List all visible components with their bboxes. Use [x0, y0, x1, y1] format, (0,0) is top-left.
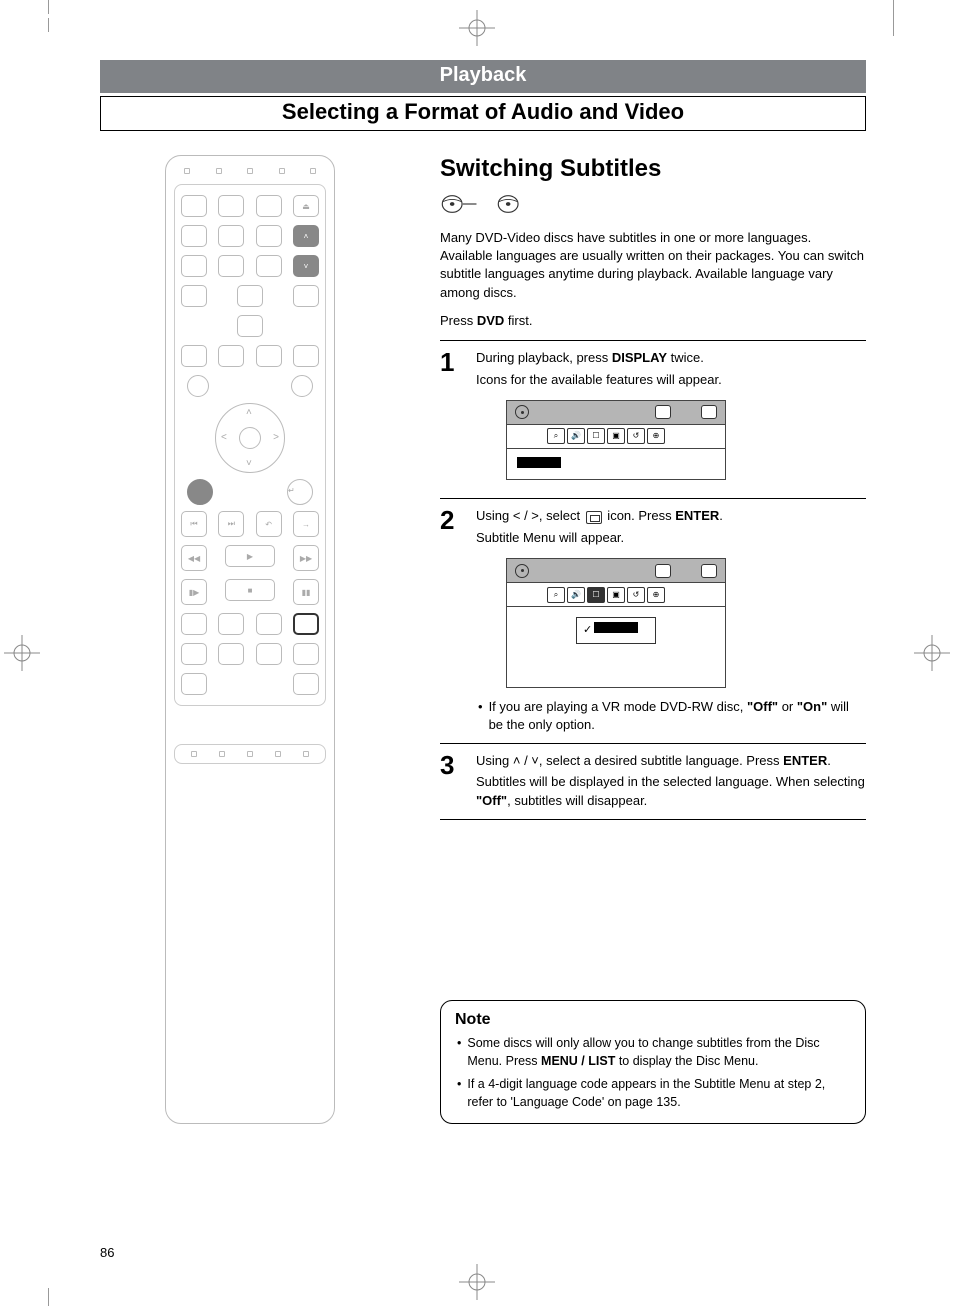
highlighted-button — [293, 613, 319, 635]
remote-diagram: ⏏ ˄ ˅ ˄˅˂˃ — [165, 155, 335, 1124]
intro-text: Many DVD-Video discs have subtitles in o… — [440, 229, 866, 302]
note-heading: Note — [455, 1011, 851, 1029]
registration-mark — [4, 635, 40, 671]
osd-display-2: ⌕🔊☐▣↺⊕ ✓ — [506, 558, 726, 688]
manual-page: Playback Selecting a Format of Audio and… — [0, 0, 954, 1306]
step-1: 1 During playback, press DISPLAY twice. … — [440, 349, 866, 491]
crop-mark — [893, 0, 894, 36]
crop-mark — [48, 1288, 49, 1306]
crop-mark — [48, 18, 62, 32]
press-first: Press DVD first. — [440, 312, 866, 330]
content-title: Switching Subtitles — [440, 155, 866, 183]
registration-mark — [914, 635, 950, 671]
disc-type-icons — [440, 193, 866, 215]
subsection-header: Selecting a Format of Audio and Video — [100, 96, 866, 131]
step-2: 2 Using ˂ / ˃, select icon. Press ENTER.… — [440, 507, 866, 734]
subtitle-icon — [586, 511, 602, 524]
registration-mark — [459, 1264, 495, 1300]
section-header: Playback — [100, 60, 866, 93]
registration-mark — [459, 10, 495, 46]
note-box: Note •Some discs will only allow you to … — [440, 1000, 866, 1124]
step-3: 3 Using ˄ / ˅, select a desired subtitle… — [440, 752, 866, 812]
page-number: 86 — [100, 1245, 114, 1260]
osd-display-1: ⌕🔊☐▣↺⊕ — [506, 400, 726, 481]
